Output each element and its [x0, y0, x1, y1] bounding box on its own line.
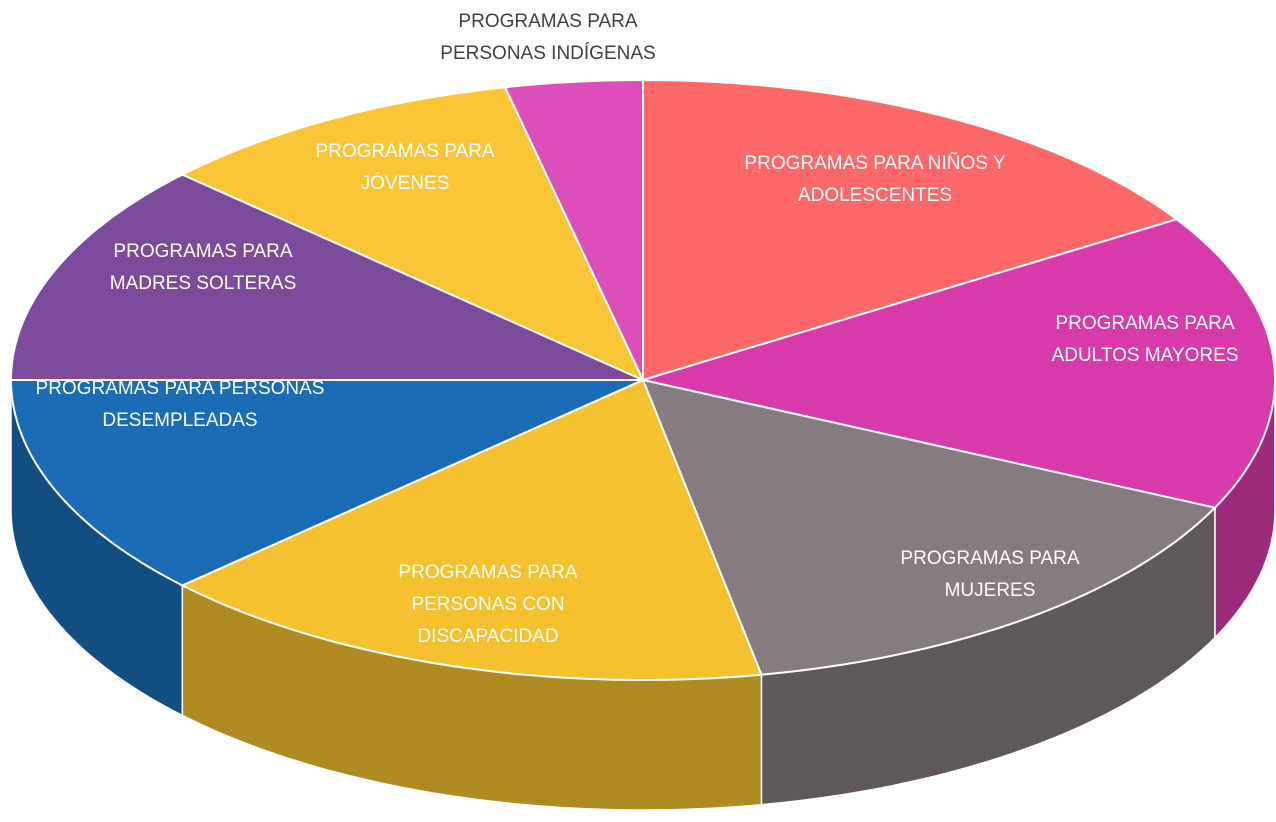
slice — [639, 218, 1276, 509]
slice-label: PROGRAMAS PARA ADULTOS MAYORES — [1051, 313, 1239, 366]
slice — [9, 173, 644, 381]
slice — [9, 379, 644, 587]
slice — [503, 78, 644, 381]
slice-label: PROGRAMAS PARA MADRES SOLTERAS — [109, 241, 297, 294]
slice — [642, 78, 1179, 382]
slice-label: PROGRAMAS PARA PERSONAS DESEMPLEADAS — [35, 378, 325, 431]
slice — [179, 86, 646, 383]
slice — [641, 378, 1217, 676]
slice-label: PROGRAMAS PARA NIÑOS Y ADOLESCENTES — [744, 153, 1006, 206]
slice-label: PROGRAMAS PARA JÓVENES — [315, 141, 495, 194]
slice-label: PROGRAMAS PARA PERSONAS CON DISCAPACIDAD — [398, 562, 578, 647]
slice-label: PROGRAMAS PARA PERSONAS INDÍGENAS — [440, 11, 656, 64]
slice — [179, 378, 763, 681]
slice-label: PROGRAMAS PARA MUJERES — [900, 548, 1080, 601]
top-faces — [9, 78, 1276, 681]
